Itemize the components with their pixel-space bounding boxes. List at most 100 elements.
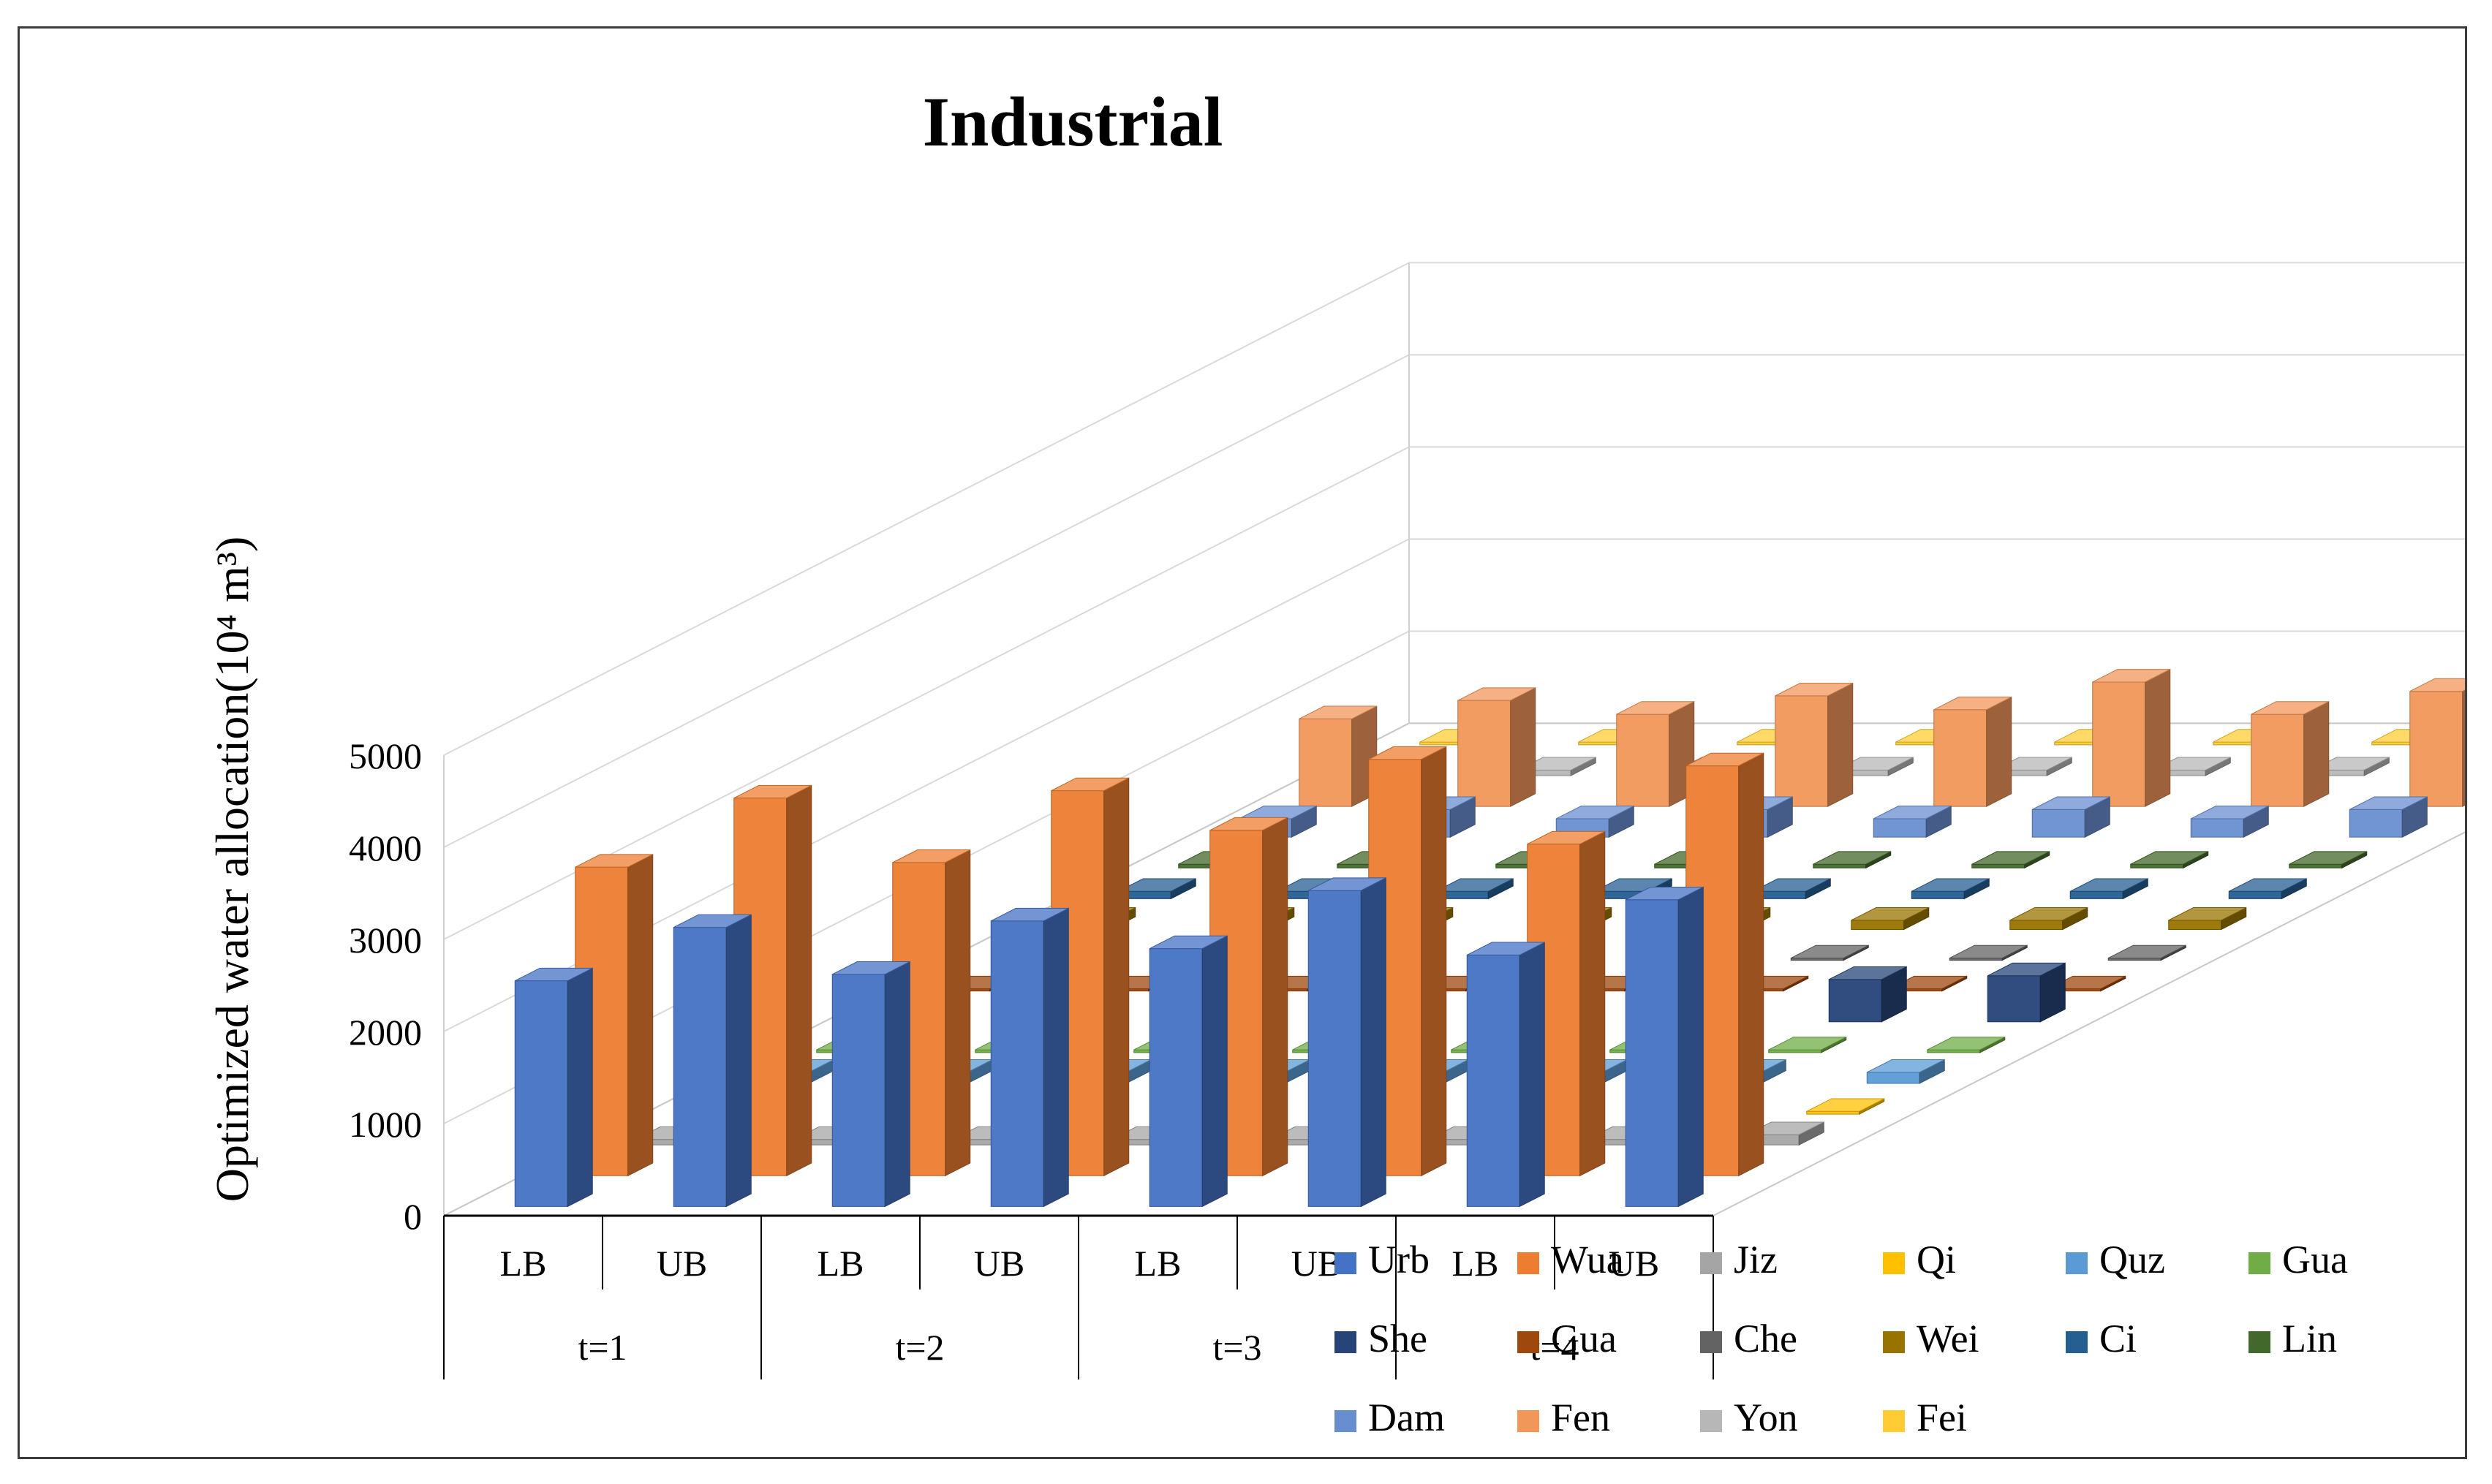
legend-item-lin: Lin: [2249, 1317, 2337, 1360]
legend-item-quz: Quz: [2066, 1238, 2165, 1282]
legend-label: Urb: [1368, 1238, 1430, 1282]
chart-frame: 0 1000 2000 3000 4000 5000 LB UB LB UB LB UB LB UB t=1…: [18, 26, 2467, 1459]
bar-lin-5: [1971, 851, 2050, 869]
bar-dam-4: [1873, 805, 1952, 838]
legend-label: Dam: [1368, 1396, 1445, 1439]
bar-urb-1: [673, 914, 752, 1208]
legend-swatch: [1700, 1252, 1722, 1274]
bar-fen-2: [1616, 700, 1695, 807]
legend-swatch: [2249, 1252, 2270, 1274]
legend-swatch: [2249, 1331, 2270, 1353]
bar-che-7: [2107, 944, 2186, 961]
legend-swatch: [1517, 1252, 1539, 1274]
legend-swatch: [1700, 1331, 1722, 1353]
bar-gua-6: [1768, 1036, 1847, 1053]
gridline-side: [443, 354, 1410, 848]
legend-swatch: [1334, 1252, 1356, 1274]
legend-item-gua: Gua: [2249, 1238, 2348, 1282]
bar-gua-7: [2047, 975, 2126, 992]
bar-ci-2: [1435, 878, 1514, 900]
bar-fen-1: [1457, 687, 1536, 807]
bar-gua-7: [1927, 1036, 2006, 1053]
bar-fen-4: [1933, 696, 2012, 807]
x-period-label: t=2: [895, 1327, 944, 1368]
bar-urb-7: [1625, 886, 1704, 1208]
x-tick-label: LB: [500, 1243, 547, 1284]
legend-swatch: [1334, 1410, 1356, 1432]
y-tick-label: 0: [404, 1196, 422, 1237]
legend-label: Gua: [2282, 1238, 2348, 1282]
bar-urb-5: [1307, 877, 1386, 1208]
y-tick-label: 1000: [349, 1104, 422, 1145]
y-tick-label: 5000: [349, 735, 422, 776]
bar-che-5: [1790, 944, 1869, 961]
legend-label: Lin: [2282, 1317, 2337, 1360]
bar-fen-3: [1775, 682, 1854, 807]
bar-lin-6: [2130, 851, 2209, 869]
bar-she-7: [1987, 962, 2066, 1023]
y-tick-label: 4000: [349, 828, 422, 868]
x-tick-label: LB: [1135, 1243, 1182, 1284]
bar-ci-7: [2228, 878, 2307, 900]
legend-item-wei: Wei: [1883, 1317, 1979, 1360]
chart-legend: Urb Wua Jiz Qi Quz Gua She Gua Che Wei Ci Lin Dam Fen…: [1334, 1238, 2348, 1439]
legend-item-dam: Dam: [1334, 1396, 1445, 1439]
chart-svg: 0 1000 2000 3000 4000 5000 LB UB LB UB LB UB LB UB t=1…: [206, 83, 2465, 1439]
legend-swatch: [2066, 1252, 2088, 1274]
legend-item-urb: Urb: [1334, 1238, 1430, 1282]
bar-ci-0: [1117, 878, 1196, 900]
legend-label: Ci: [2099, 1317, 2137, 1360]
bar-she-6: [1828, 966, 1907, 1023]
legend-label: Fen: [1551, 1396, 1610, 1439]
chart-title: Industrial: [923, 83, 1223, 161]
bar-gua-6: [1889, 975, 1968, 992]
legend-item-she: She: [1334, 1317, 1427, 1360]
legend-label: Jiz: [1734, 1238, 1778, 1282]
x-tick-label: UB: [1291, 1243, 1342, 1284]
x-tick-label: LB: [1452, 1243, 1499, 1284]
y-tick-label: 3000: [349, 920, 422, 961]
gridline-side: [443, 262, 1410, 756]
bar-ci-4: [1752, 878, 1831, 900]
legend-swatch: [1883, 1331, 1905, 1353]
x-period-label: t=3: [1212, 1327, 1261, 1368]
y-tick-label: 2000: [349, 1012, 422, 1053]
legend-item-fei: Fei: [1883, 1396, 1967, 1439]
legend-item-gua: Gua: [1517, 1317, 1617, 1360]
bar-fen-6: [2251, 700, 2330, 807]
bar-urb-0: [514, 967, 593, 1208]
legend-label: Wei: [1917, 1317, 1979, 1360]
bar-dam-5: [2031, 796, 2110, 838]
bar-urb-3: [990, 907, 1069, 1208]
legend-item-che: Che: [1700, 1317, 1797, 1360]
bar-fen-0: [1299, 705, 1378, 807]
legend-label: Fei: [1917, 1396, 1967, 1439]
bar-dam-7: [2349, 796, 2428, 838]
bar-yon-6: [2311, 757, 2390, 776]
bar-fen-5: [2092, 668, 2171, 807]
bar-dam-6: [2190, 805, 2269, 838]
x-tick-label: UB: [974, 1243, 1024, 1284]
bar-qi-7: [1806, 1098, 1885, 1115]
chart-axes: 0 1000 2000 3000 4000 5000 LB UB LB UB LB UB LB UB t=1…: [349, 735, 1714, 1379]
legend-item-qi: Qi: [1883, 1238, 1956, 1282]
bar-urb-2: [831, 961, 910, 1208]
legend-label: Qi: [1917, 1238, 1956, 1282]
legend-swatch: [1517, 1410, 1539, 1432]
bar-lin-7: [2289, 851, 2368, 869]
x-period-label: t=1: [578, 1327, 627, 1368]
legend-swatch: [2066, 1331, 2088, 1353]
legend-swatch: [1883, 1410, 1905, 1432]
legend-item-yon: Yon: [1700, 1396, 1798, 1439]
legend-label: Wua: [1551, 1238, 1624, 1282]
legend-label: Quz: [2099, 1238, 2165, 1282]
legend-item-wua: Wua: [1517, 1238, 1624, 1282]
chart-bars: [514, 668, 2465, 1208]
legend-item-fen: Fen: [1517, 1396, 1610, 1439]
bar-wei-5: [1851, 906, 1930, 931]
x-tick-label: UB: [657, 1243, 707, 1284]
legend-swatch: [1334, 1331, 1356, 1353]
bar-fen-7: [2409, 678, 2465, 807]
bar-che-6: [1949, 944, 2028, 961]
bar-wei-6: [2009, 906, 2088, 931]
